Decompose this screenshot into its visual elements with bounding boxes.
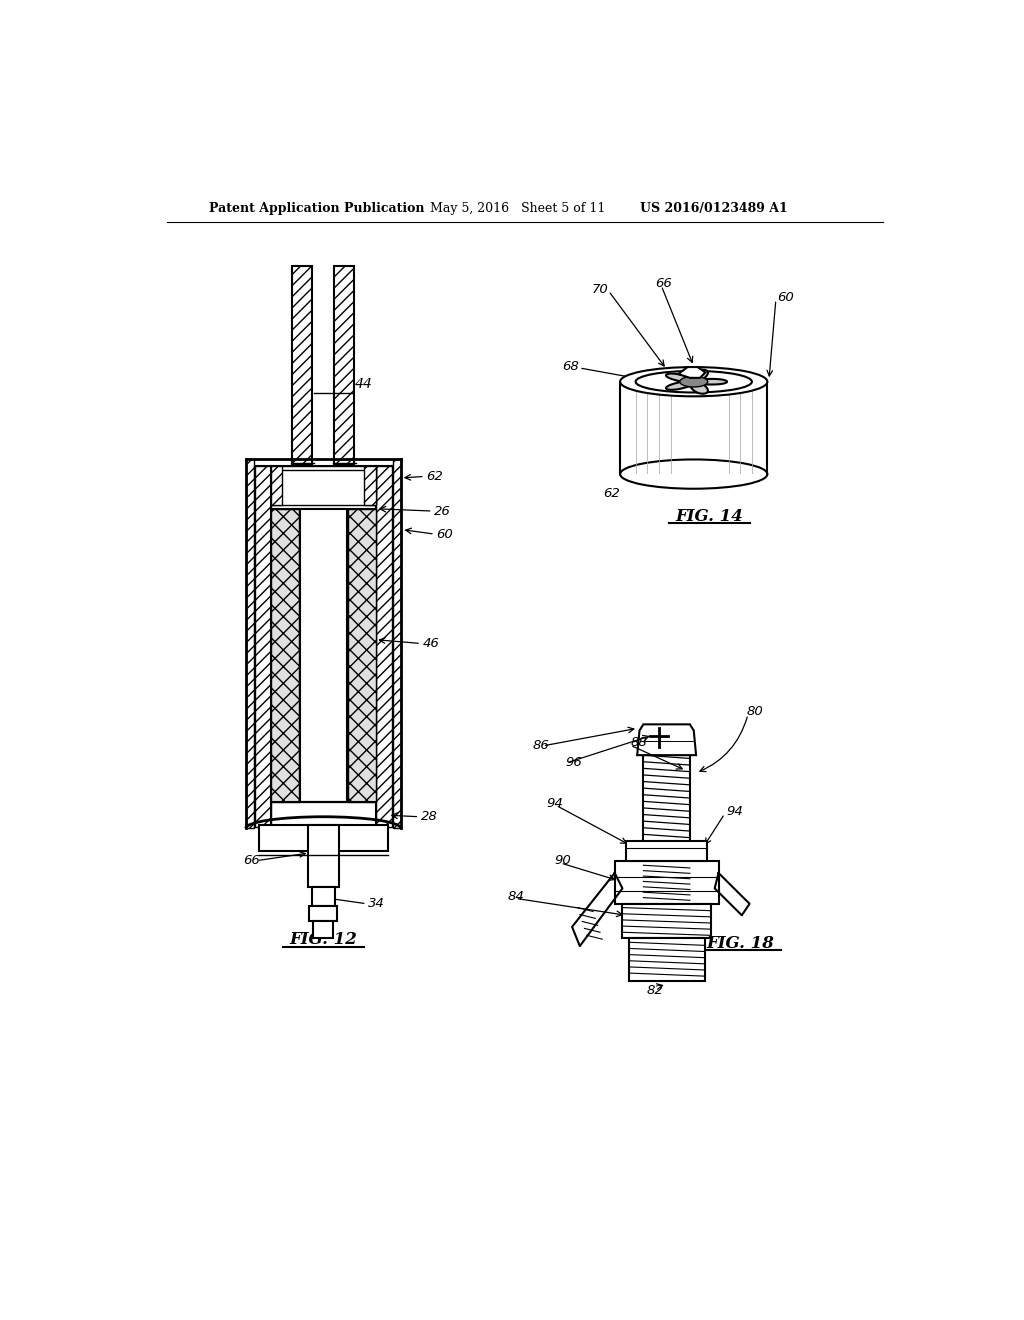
Bar	[614, 862, 719, 904]
Bar	[629, 939, 705, 981]
Text: FIG. 12: FIG. 12	[290, 932, 357, 949]
Text: Patent Application Publication: Patent Application Publication	[209, 202, 425, 215]
Text: 66: 66	[243, 854, 259, 867]
Polygon shape	[715, 873, 750, 915]
Text: 60: 60	[436, 528, 454, 541]
Text: 62: 62	[603, 487, 620, 500]
Bar	[643, 755, 690, 847]
Bar	[246, 459, 254, 829]
Polygon shape	[572, 873, 623, 946]
Text: 82: 82	[646, 983, 664, 997]
Text: 96: 96	[565, 756, 582, 770]
Bar	[270, 466, 376, 506]
Ellipse shape	[621, 459, 767, 488]
Text: 68: 68	[562, 360, 579, 372]
Text: 28: 28	[421, 810, 437, 824]
Bar	[348, 508, 376, 803]
Text: 62: 62	[426, 470, 443, 483]
Bar	[623, 904, 711, 939]
Text: FIG. 18: FIG. 18	[707, 936, 774, 952]
Text: 86: 86	[532, 739, 549, 752]
Bar	[334, 267, 354, 465]
Bar	[259, 825, 388, 851]
Bar	[376, 466, 391, 826]
Bar	[308, 825, 339, 887]
Bar	[255, 466, 270, 826]
Text: 60: 60	[777, 290, 795, 304]
Bar	[292, 267, 312, 465]
Text: 94: 94	[726, 805, 743, 818]
Text: FIG. 14: FIG. 14	[675, 508, 743, 525]
Text: 46: 46	[423, 638, 439, 649]
Bar	[365, 466, 376, 506]
Bar	[271, 508, 299, 803]
Text: 94: 94	[547, 797, 563, 810]
Bar	[311, 887, 335, 906]
Polygon shape	[666, 370, 727, 393]
Text: 44: 44	[354, 378, 372, 391]
Bar	[270, 466, 283, 506]
Text: US 2016/0123489 A1: US 2016/0123489 A1	[640, 202, 787, 215]
Polygon shape	[637, 725, 696, 755]
Text: May 5, 2016   Sheet 5 of 11: May 5, 2016 Sheet 5 of 11	[430, 202, 605, 215]
Text: 34: 34	[369, 898, 385, 911]
Text: 88: 88	[630, 735, 647, 748]
Text: 66: 66	[655, 277, 672, 289]
Text: 26: 26	[434, 504, 451, 517]
Text: 90: 90	[554, 854, 571, 867]
Bar	[309, 906, 337, 921]
Bar	[393, 459, 400, 829]
Bar	[300, 508, 346, 803]
Text: 84: 84	[508, 890, 524, 903]
Bar	[627, 841, 707, 862]
Polygon shape	[678, 367, 706, 378]
Ellipse shape	[636, 371, 752, 392]
Text: 70: 70	[592, 282, 608, 296]
Polygon shape	[680, 376, 708, 387]
Text: 80: 80	[746, 705, 763, 718]
Bar	[313, 921, 334, 939]
Ellipse shape	[621, 367, 767, 396]
